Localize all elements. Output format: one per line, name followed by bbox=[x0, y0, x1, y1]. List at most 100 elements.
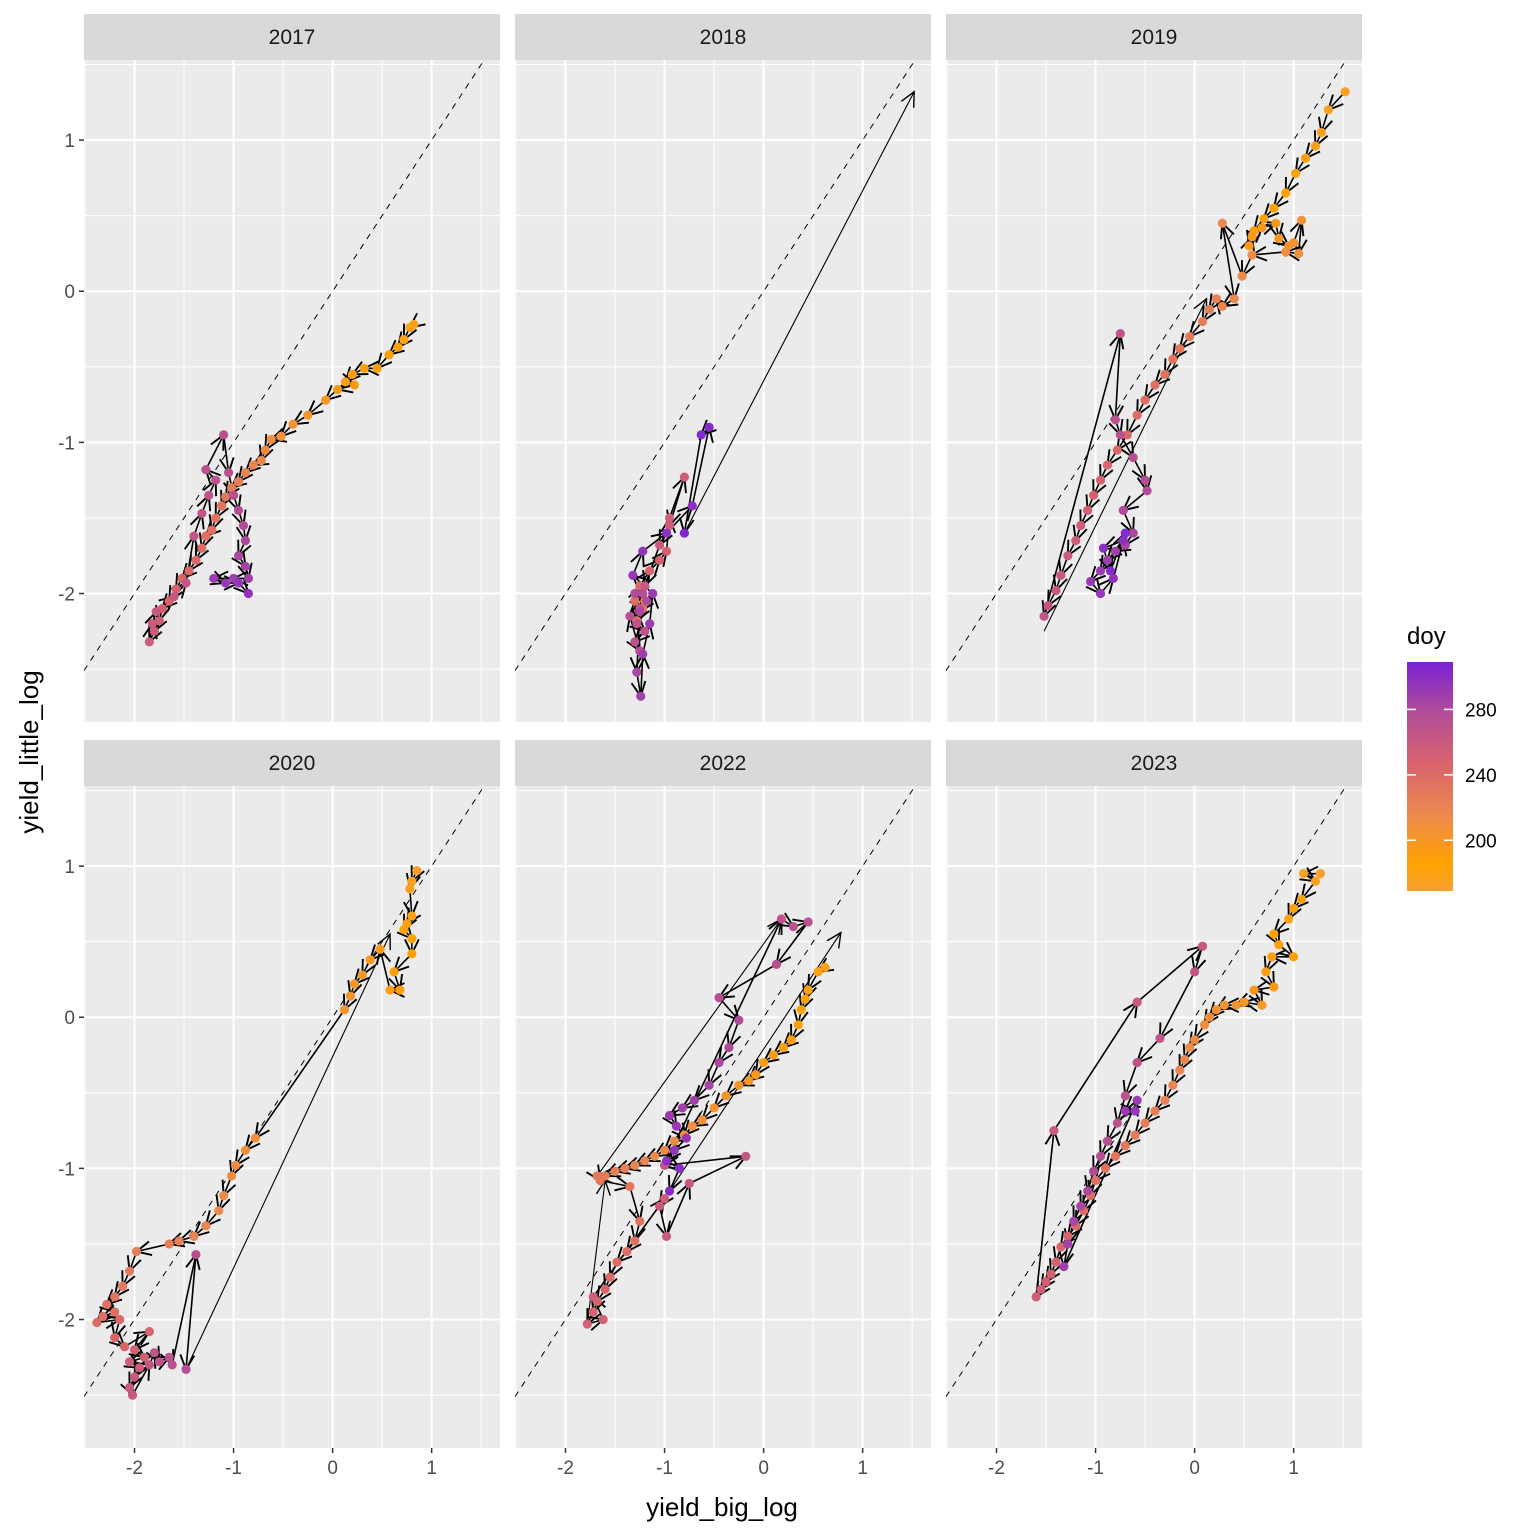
data-point bbox=[741, 1151, 751, 1161]
legend-colorbar bbox=[1407, 662, 1453, 891]
facet-strip-label: 2022 bbox=[700, 752, 747, 775]
data-point bbox=[1271, 218, 1281, 228]
data-point bbox=[625, 1181, 635, 1192]
path-segment bbox=[1122, 490, 1148, 512]
data-point bbox=[1296, 894, 1307, 904]
data-point bbox=[1056, 1242, 1066, 1252]
data-point bbox=[650, 1151, 660, 1161]
data-point bbox=[1095, 566, 1106, 576]
path-segment bbox=[728, 1019, 740, 1048]
facet-strip bbox=[515, 740, 931, 786]
data-point bbox=[240, 1145, 251, 1155]
data-point bbox=[1118, 536, 1128, 546]
data-point bbox=[219, 430, 229, 440]
data-point bbox=[214, 1206, 224, 1216]
data-point bbox=[174, 1236, 184, 1246]
data-point bbox=[1063, 1231, 1073, 1242]
x-tick-label: 1 bbox=[857, 1458, 868, 1479]
data-point bbox=[1229, 294, 1239, 304]
data-point bbox=[704, 422, 714, 432]
data-point bbox=[144, 1327, 154, 1337]
data-point bbox=[664, 1186, 675, 1196]
data-point bbox=[1132, 410, 1142, 420]
data-point bbox=[640, 626, 650, 636]
data-point bbox=[399, 924, 409, 935]
data-point bbox=[243, 573, 254, 584]
data-point bbox=[778, 1042, 789, 1053]
data-point bbox=[1142, 486, 1152, 496]
panel-background bbox=[946, 60, 1362, 722]
data-point bbox=[1294, 248, 1304, 259]
x-tick-label: -2 bbox=[988, 1458, 1005, 1479]
data-point bbox=[201, 464, 211, 475]
y-tick-label: -1 bbox=[58, 433, 75, 454]
identity-line bbox=[515, 60, 916, 671]
x-axis-title: yield_big_log bbox=[646, 1492, 798, 1522]
data-point bbox=[681, 1133, 691, 1143]
data-point bbox=[407, 949, 417, 959]
data-point bbox=[1076, 520, 1086, 531]
path-segment bbox=[642, 532, 668, 552]
x-tick-label: -2 bbox=[557, 1458, 574, 1479]
data-point bbox=[332, 384, 343, 395]
long-arrow bbox=[596, 918, 782, 1177]
data-point bbox=[714, 992, 724, 1003]
data-point bbox=[1049, 1126, 1059, 1136]
data-point bbox=[131, 1246, 142, 1257]
path-segment bbox=[1063, 1100, 1138, 1267]
data-point bbox=[635, 1216, 645, 1226]
data-point bbox=[1217, 218, 1227, 228]
facet-2017: 2017 -2 -1 0 1 bbox=[58, 14, 500, 722]
data-point bbox=[1204, 304, 1215, 314]
panel-background bbox=[946, 786, 1362, 1448]
data-point bbox=[1140, 1118, 1150, 1128]
data-point bbox=[347, 369, 358, 379]
y-tick-label: 1 bbox=[64, 857, 75, 878]
path-segment bbox=[1136, 1037, 1161, 1064]
data-point bbox=[1289, 903, 1299, 914]
data-point bbox=[276, 431, 286, 441]
data-point bbox=[687, 1121, 697, 1131]
data-point bbox=[240, 536, 251, 546]
data-point bbox=[744, 1076, 754, 1086]
data-point bbox=[197, 508, 207, 519]
data-point bbox=[1132, 1095, 1142, 1105]
data-point bbox=[630, 588, 640, 599]
data-point bbox=[820, 962, 830, 972]
data-point bbox=[1239, 997, 1249, 1007]
data-point bbox=[684, 1178, 694, 1189]
data-point bbox=[638, 546, 648, 556]
data-point bbox=[357, 970, 367, 980]
data-point bbox=[372, 363, 382, 373]
x-tick-label: 0 bbox=[327, 1458, 338, 1479]
data-point bbox=[1071, 536, 1081, 546]
data-point bbox=[191, 555, 201, 565]
path-segment bbox=[664, 1155, 746, 1167]
data-point bbox=[1281, 247, 1291, 257]
data-point bbox=[233, 578, 244, 588]
data-point bbox=[1323, 105, 1333, 115]
data-point bbox=[664, 520, 675, 531]
data-point bbox=[1041, 1277, 1051, 1287]
data-point bbox=[1128, 452, 1138, 463]
data-point bbox=[1211, 294, 1221, 304]
data-point bbox=[661, 1231, 672, 1242]
data-point bbox=[110, 1292, 120, 1302]
data-point bbox=[1095, 475, 1106, 485]
data-point bbox=[110, 1333, 120, 1343]
data-point bbox=[1267, 952, 1277, 962]
data-point bbox=[800, 994, 810, 1004]
y-tick-label: -2 bbox=[58, 1311, 75, 1332]
data-point bbox=[1115, 328, 1125, 339]
data-point bbox=[771, 959, 782, 969]
data-point bbox=[1190, 967, 1200, 977]
data-point bbox=[189, 531, 199, 541]
data-point bbox=[303, 410, 313, 420]
data-point bbox=[595, 1175, 605, 1186]
path-segment bbox=[171, 1254, 197, 1366]
data-point bbox=[659, 1194, 670, 1204]
path-segment bbox=[1159, 971, 1196, 1039]
data-point bbox=[1130, 1106, 1140, 1116]
data-point bbox=[1175, 344, 1185, 354]
data-point bbox=[124, 1382, 135, 1393]
